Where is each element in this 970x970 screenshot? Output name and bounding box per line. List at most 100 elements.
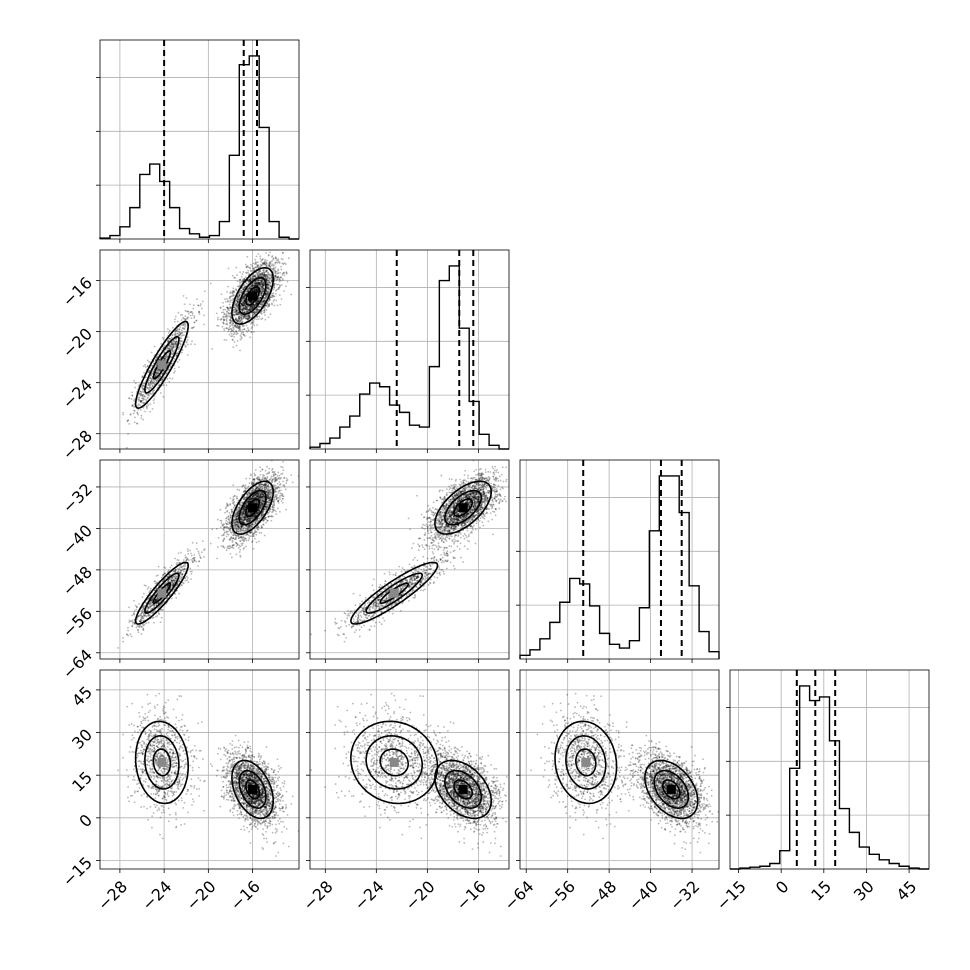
sample-point	[180, 569, 183, 572]
sample-point	[172, 343, 175, 346]
sample-point	[257, 282, 260, 285]
sample-point	[199, 304, 202, 307]
sample-point	[216, 546, 219, 548]
sample-point	[229, 321, 231, 324]
sample-point	[269, 273, 271, 276]
sample-point	[249, 305, 252, 308]
sample-point	[179, 339, 182, 342]
sample-point	[149, 380, 152, 383]
sample-point	[269, 299, 271, 301]
sample-point	[238, 294, 241, 297]
sample-point	[246, 316, 249, 318]
sample-point	[261, 289, 264, 292]
sample-point	[251, 326, 253, 328]
sample-point	[248, 278, 251, 281]
sample-point	[252, 314, 255, 316]
sample-point	[237, 313, 240, 316]
sample-point	[257, 284, 259, 286]
sample-point	[234, 311, 237, 314]
sample-point	[258, 270, 261, 273]
sample-point	[272, 258, 275, 261]
sample-point	[173, 342, 176, 344]
sample-point	[175, 354, 178, 357]
sample-point	[229, 315, 232, 317]
sample-point	[278, 278, 281, 281]
sample-point	[197, 304, 200, 307]
sample-point	[243, 306, 246, 309]
sample-point	[238, 315, 241, 318]
sample-point	[153, 389, 156, 392]
sample-point	[222, 301, 224, 304]
sample-point	[167, 340, 170, 343]
sample-point	[256, 307, 259, 310]
sample-point	[257, 300, 259, 303]
sample-point	[232, 327, 235, 330]
sample-point	[237, 528, 240, 531]
sample-point	[252, 306, 255, 309]
sample-point	[234, 306, 237, 309]
sample-point	[159, 375, 162, 378]
sample-point	[227, 312, 230, 315]
sample-point	[225, 327, 228, 329]
sample-point	[219, 306, 222, 309]
sample-point	[128, 397, 130, 400]
sample-point	[228, 319, 231, 321]
sample-point	[151, 381, 153, 383]
sample-point	[262, 284, 264, 287]
sample-point	[233, 306, 235, 308]
sample-point	[229, 322, 232, 325]
sample-point	[233, 331, 236, 334]
hist-panel-1	[96, 39, 300, 243]
sample-point	[273, 295, 276, 298]
sample-point	[244, 307, 247, 310]
sample-point	[138, 393, 141, 395]
sample-point	[182, 322, 185, 325]
sample-point	[256, 274, 259, 277]
sample-point	[155, 615, 157, 618]
sample-point	[247, 281, 250, 283]
sample-point	[240, 281, 243, 283]
sample-point	[170, 597, 173, 600]
sample-point	[132, 412, 135, 415]
sample-point	[285, 285, 287, 288]
sample-point	[235, 289, 238, 292]
sample-point	[259, 279, 262, 282]
sample-point	[175, 597, 178, 599]
sample-point	[238, 294, 241, 297]
sample-point	[254, 311, 257, 313]
sample-point	[191, 314, 194, 316]
sample-point	[148, 383, 150, 385]
sample-point	[290, 293, 293, 296]
sample-point	[236, 319, 239, 322]
sample-point	[173, 371, 175, 374]
sample-point	[231, 330, 233, 332]
sample-point	[163, 358, 166, 360]
sample-point	[178, 342, 181, 345]
sample-point	[248, 273, 251, 276]
sample-point	[270, 267, 273, 270]
sample-point	[256, 273, 259, 276]
sample-point	[254, 282, 257, 285]
sample-point	[219, 526, 222, 529]
sample-point	[156, 379, 159, 382]
sample-point	[275, 276, 278, 279]
sample-point	[248, 308, 251, 310]
sample-point	[178, 358, 181, 361]
sample-point	[245, 310, 248, 313]
sample-point	[253, 318, 256, 320]
sample-point	[236, 339, 239, 342]
sample-point	[237, 327, 240, 330]
sample-point	[242, 333, 245, 336]
sample-point	[275, 257, 277, 260]
sample-point	[262, 288, 265, 291]
sample-point	[265, 261, 268, 264]
sample-point	[142, 365, 145, 368]
sample-point	[174, 341, 177, 344]
sample-point	[258, 281, 261, 284]
sample-point	[240, 308, 242, 311]
sample-point	[251, 289, 254, 292]
sample-point	[180, 329, 183, 332]
sample-point	[237, 317, 240, 319]
sample-point	[131, 391, 133, 394]
sample-point	[160, 342, 163, 345]
